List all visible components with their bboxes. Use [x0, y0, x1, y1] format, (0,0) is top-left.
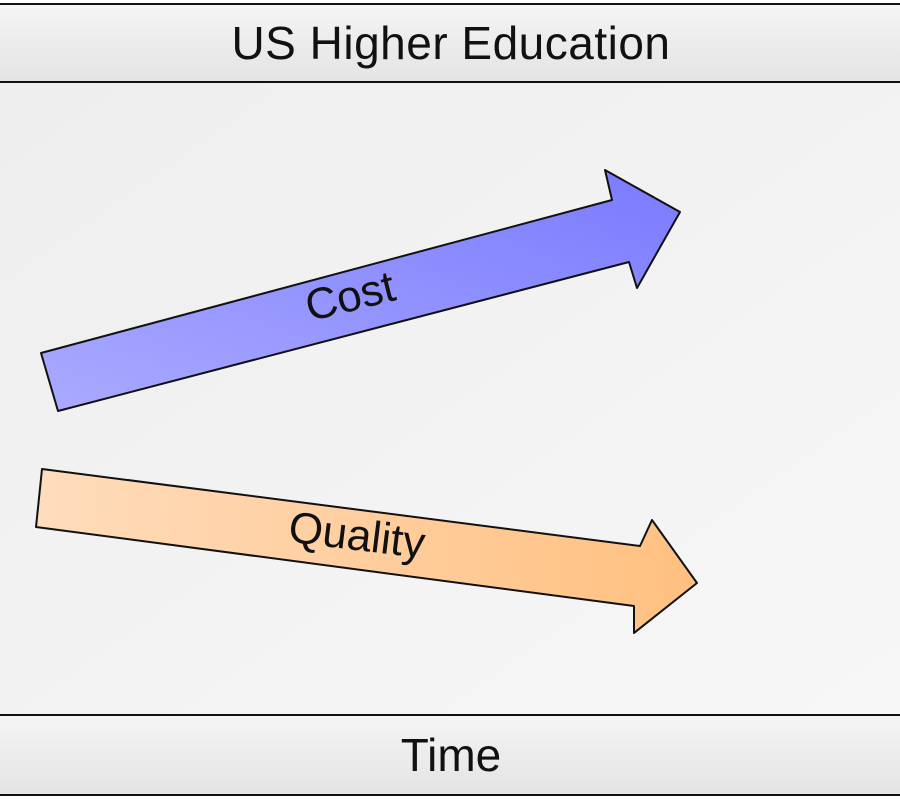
diagram-canvas: Cost Quality [0, 83, 900, 715]
time-axis-band: Time [0, 714, 900, 796]
title-band: US Higher Education [0, 3, 900, 83]
arrows-svg: Cost Quality [35, 169, 698, 634]
cost-arrow [40, 169, 681, 412]
time-axis-label: Time [400, 729, 502, 781]
quality-arrow [35, 468, 698, 634]
diagram-title: US Higher Education [231, 17, 671, 69]
